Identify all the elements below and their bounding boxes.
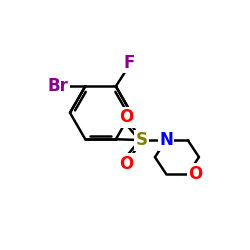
Text: F: F xyxy=(124,54,135,72)
Text: N: N xyxy=(159,132,173,150)
Text: O: O xyxy=(119,108,133,126)
Text: Br: Br xyxy=(48,77,69,95)
Text: S: S xyxy=(136,132,147,150)
Text: O: O xyxy=(119,155,133,173)
Text: O: O xyxy=(188,165,202,183)
